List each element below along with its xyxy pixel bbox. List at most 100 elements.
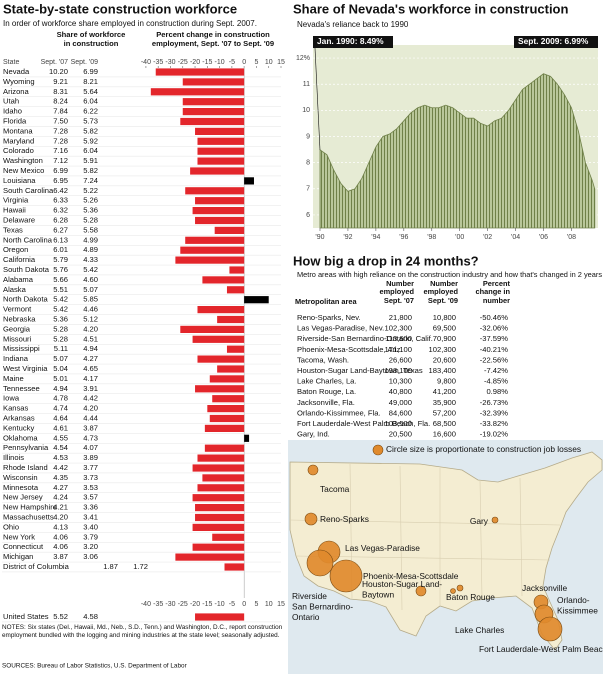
state-col-label: State: [3, 59, 19, 66]
metro-cell: 10,300: [389, 377, 412, 386]
bar: [195, 613, 245, 621]
x-tick-label: 10: [265, 59, 273, 66]
metro-name: Jacksonville, Fla.: [297, 398, 355, 407]
bar: [195, 197, 245, 205]
city-label: Reno-Sparks: [320, 514, 369, 524]
bar: [207, 405, 245, 413]
share-2007: 6.33: [53, 196, 68, 205]
share-header: Share of workforce in construction: [56, 30, 126, 48]
share-2009: 3.53: [83, 483, 98, 492]
share-2009: 3.36: [83, 503, 98, 512]
bar: [197, 137, 245, 145]
bar: [182, 98, 245, 106]
share-2009: 4.17: [83, 374, 98, 383]
share-2009: 3.73: [83, 473, 98, 482]
state-name: New Jersey: [3, 493, 43, 502]
state-name: Nevada: [3, 67, 30, 76]
bar: [226, 286, 245, 294]
city-circle: [304, 512, 318, 526]
city-circle: [491, 516, 499, 524]
bar: [175, 553, 245, 561]
city-label: Gary: [470, 516, 489, 526]
table-title: How big a drop in 24 months?: [293, 253, 479, 268]
share-2009: 4.99: [83, 235, 98, 244]
city-circle: [415, 585, 427, 597]
share-2007: 6.01: [53, 245, 68, 254]
share-2009: 6.22: [83, 107, 98, 116]
state-name: Wyoming: [3, 77, 35, 86]
share-2009: 6.99: [83, 67, 98, 76]
metro-cell: 16,600: [433, 430, 456, 439]
table-header-text: Number employed Sept. '09: [423, 280, 459, 305]
share-header-text: Share of workforce in construction: [56, 30, 126, 48]
bar: [195, 385, 245, 393]
share-2009: 4.44: [83, 414, 98, 423]
share-2009: 3.40: [83, 522, 98, 531]
metro-cell: -26.73%: [480, 398, 509, 407]
city-label: Ontario: [292, 612, 320, 622]
share-2009: 3.89: [83, 453, 98, 462]
bar: [204, 424, 245, 432]
x-tick-label: '94: [371, 234, 380, 241]
metro-cell: 102,300: [429, 345, 456, 354]
share-2007: 5.79: [53, 255, 68, 264]
metro-cell: -40.21%: [480, 345, 509, 354]
x-tick-label: 15: [277, 601, 285, 608]
share-2007: 5.42: [53, 305, 68, 314]
metro-cell: 113,600: [385, 334, 412, 343]
table-subtitle: Metro areas with high reliance on the co…: [297, 270, 602, 279]
bar: [175, 256, 245, 264]
state-name: Vermont: [3, 305, 32, 314]
share-2007: 4.20: [53, 513, 68, 522]
state-name: Louisiana: [3, 176, 36, 185]
bar: [182, 78, 245, 86]
bar: [180, 246, 245, 254]
share-2007: 9.21: [53, 77, 68, 86]
city-label: Fort Lauderdale-West Palm Beach: [479, 644, 603, 654]
share-2007: 4.94: [53, 384, 68, 393]
state-name: Iowa: [3, 394, 20, 403]
x-tick-label: 0: [242, 59, 246, 66]
x-tick-label: -15: [202, 59, 212, 66]
metro-name: Houston-Sugar Land-Baytown, Texas: [297, 366, 423, 375]
metro-name: Baton Rouge, La.: [297, 387, 356, 396]
city-label: Baytown: [362, 590, 394, 600]
share-2007: 4.06: [53, 532, 68, 541]
state-name: Alaska: [3, 285, 27, 294]
city-label: Tacoma: [320, 484, 350, 494]
share-2007: 4.27: [53, 483, 68, 492]
share-2009: 7.24: [83, 176, 98, 185]
state-name: Rhode Island: [3, 463, 48, 472]
state-name: Tennessee: [3, 384, 40, 393]
x-tick-label: '98: [427, 234, 436, 241]
share-2009: 5.22: [83, 186, 98, 195]
share-2009: 3.57: [83, 493, 98, 502]
table-header: Number employed Sept. '07: [380, 280, 415, 305]
map-legend: Circle size is proportionate to construc…: [386, 444, 581, 454]
share-2009: 4.51: [83, 334, 98, 343]
bar: [197, 484, 245, 492]
change-header: Percent change in construction employmen…: [152, 30, 274, 48]
bar: [217, 315, 245, 324]
bar: [192, 543, 245, 551]
annotation: Sept. 2009: 6.99%: [518, 36, 589, 46]
state-name: Missouri: [3, 334, 32, 343]
metro-cell: -4.85%: [484, 377, 508, 386]
share-2007: 8.31: [53, 87, 68, 96]
share-2007: 7.12: [53, 156, 68, 165]
share-2009: 5.82: [83, 126, 98, 135]
bar: [229, 266, 245, 274]
metro-cell: 57,200: [433, 408, 456, 417]
state-name: North Dakota: [3, 295, 49, 304]
bar: [192, 523, 245, 531]
share-2009: 6.04: [83, 97, 98, 106]
metro-cell: 103,500: [385, 419, 412, 428]
city-circle: [450, 588, 456, 594]
share-2007: 5.04: [53, 364, 68, 373]
x-tick-label: '08: [567, 234, 576, 241]
bar: [209, 375, 245, 383]
metro-cell: 20,600: [433, 355, 456, 364]
legend-circle: [372, 444, 384, 456]
metro-name: Las Vegas-Paradise, Nev.: [297, 324, 384, 333]
share-2009: 4.58: [83, 612, 98, 621]
